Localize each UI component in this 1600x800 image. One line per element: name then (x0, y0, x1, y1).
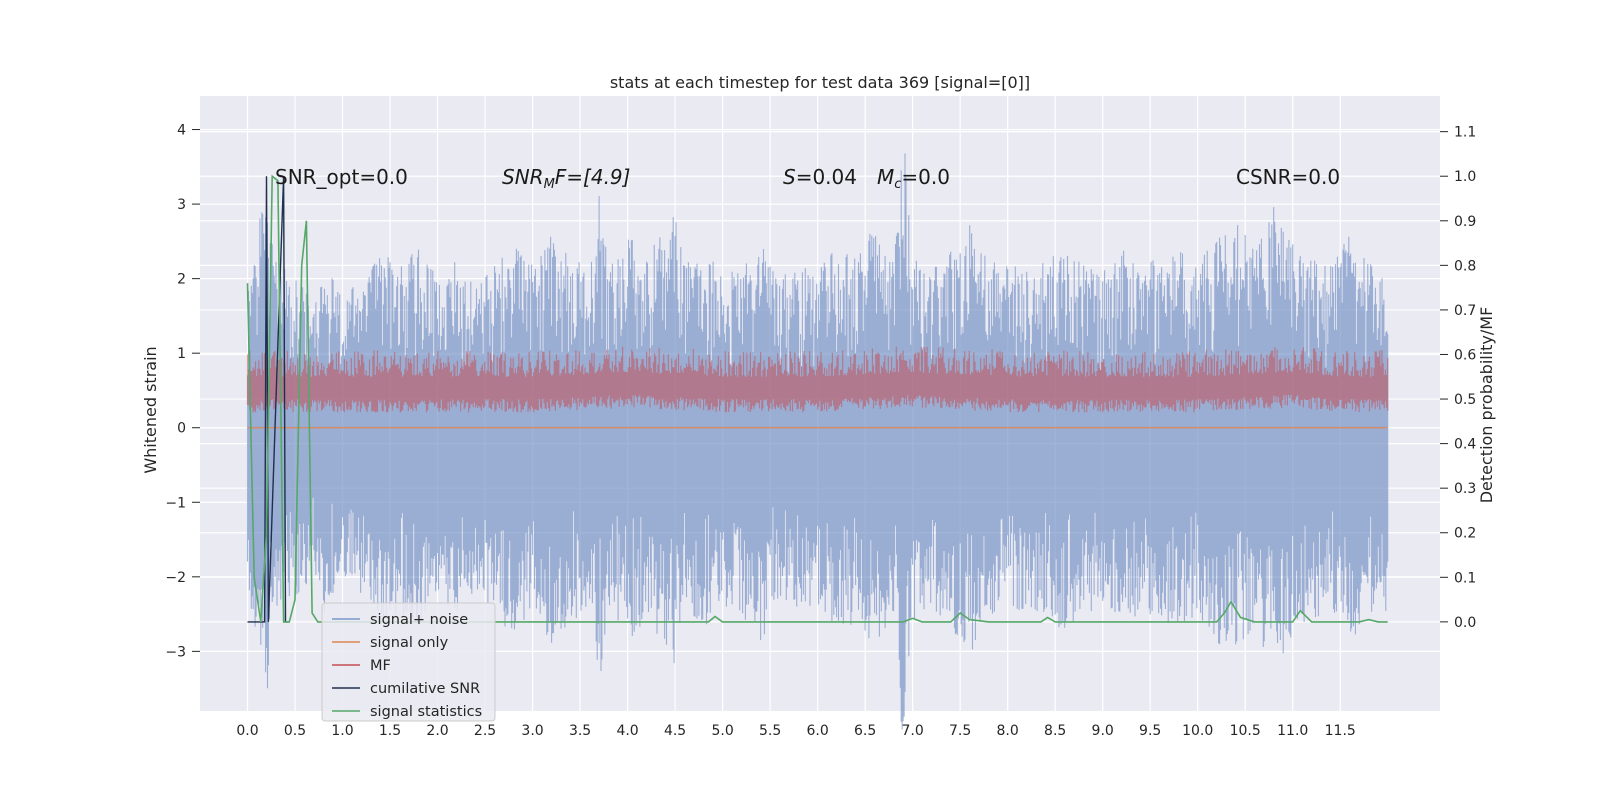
annotation-snr-mf-sub: M (544, 177, 555, 192)
legend-label: signal statistics (370, 704, 482, 720)
annotation-snr-opt: SNR_opt=0.0 (275, 165, 408, 189)
legend: signal+ noise signal only MF cumilative SNR… (321, 602, 496, 722)
x-tick-label: 11.0 (1277, 723, 1308, 739)
legend-item-cumilative-snr: cumilative SNR (332, 681, 480, 697)
x-tick-label: 4.0 (616, 723, 638, 739)
x-tick-label: 1.5 (379, 723, 401, 739)
annotation-mc-label: M (877, 165, 894, 189)
y-tick-label: −3 (165, 644, 186, 660)
x-tick-label: 5.5 (759, 723, 781, 739)
x-tick-label: 1.0 (331, 723, 353, 739)
chart-title: stats at each timestep for test data 369… (610, 73, 1030, 92)
ticks-layer: 0.0 0.5 1.0 1.5 2.0 2.5 3.0 3.5 4.0 4.5 5.0 5.5 6.0 6… (165, 123, 1476, 739)
y2-tick-label: 0.3 (1454, 481, 1476, 497)
annotation-mc: Mc=0.0 (877, 165, 950, 192)
x-tick-label: 0.0 (236, 723, 258, 739)
y-tick-label: 3 (177, 197, 186, 213)
x-tick-label: 5.0 (711, 723, 733, 739)
legend-item-signal-noise: signal+ noise (332, 612, 468, 628)
y2-tick-label: 0.5 (1454, 392, 1476, 408)
y2-tick-label: 0.0 (1454, 615, 1476, 631)
y-tick-label: 2 (177, 272, 186, 288)
y-tick-label: −1 (165, 495, 186, 511)
x-tick-label: 7.0 (902, 723, 924, 739)
y-tick-label: 0 (177, 421, 186, 437)
annotation-s-label: S (783, 165, 796, 189)
x-tick-label: 3.0 (521, 723, 543, 739)
annotation-snr-mf-prefix: SNR (502, 165, 544, 189)
legend-label: signal+ noise (370, 612, 468, 628)
x-tick-label: 0.5 (284, 723, 306, 739)
y2-tick-label: 0.9 (1454, 214, 1476, 230)
y-axis-label: Whitened strain (141, 346, 160, 473)
series-mf (246, 346, 1389, 413)
annotation-snr-mf-suffix: F=[4.9] (555, 165, 631, 189)
x-tick-label: 6.5 (854, 723, 876, 739)
series-signal-statistics (246, 174, 1388, 623)
legend-label: MF (370, 658, 391, 674)
x-tick-label: 9.0 (1092, 723, 1114, 739)
y2-tick-label: 0.8 (1454, 258, 1476, 274)
y2-tick-label: 0.2 (1454, 526, 1476, 542)
annotation-mc-sub: c (894, 177, 901, 192)
legend-label: cumilative SNR (370, 681, 480, 697)
y2-tick-label: 0.7 (1454, 303, 1476, 319)
y2-tick-label: 0.1 (1454, 570, 1476, 586)
x-tick-label: 2.5 (474, 723, 496, 739)
y2-tick-label: 1.0 (1454, 169, 1476, 185)
x-tick-label: 9.5 (1139, 723, 1161, 739)
legend-item-mf: MF (332, 658, 391, 674)
series-line (246, 346, 1389, 413)
annotation-s-value: =0.04 (796, 165, 857, 189)
annotation-csnr: CSNR=0.0 (1236, 165, 1340, 189)
annotation-snr-mf: SNRMF=[4.9] (502, 165, 630, 192)
y2-axis-label: Detection probability/MF (1477, 307, 1496, 504)
x-tick-label: 8.0 (997, 723, 1019, 739)
x-tick-label: 7.5 (949, 723, 971, 739)
x-tick-label: 11.5 (1325, 723, 1356, 739)
legend-label: signal only (370, 635, 449, 651)
x-tick-label: 6.0 (806, 723, 828, 739)
legend-box (321, 602, 496, 722)
x-tick-label: 3.5 (569, 723, 591, 739)
y-tick-label: −2 (165, 570, 186, 586)
x-tick-label: 10.5 (1230, 723, 1261, 739)
x-tick-label: 10.0 (1182, 723, 1213, 739)
annotation-mc-value: =0.0 (901, 165, 950, 189)
y-tick-label: 1 (177, 346, 186, 362)
series-layer (246, 153, 1389, 730)
y2-tick-label: 1.1 (1454, 125, 1476, 141)
x-tick-label: 4.5 (664, 723, 686, 739)
y2-tick-label: 0.4 (1454, 437, 1476, 453)
y2-tick-label: 0.6 (1454, 347, 1476, 363)
annotation-s: S=0.04 (783, 165, 857, 189)
legend-item-signal-statistics: signal statistics (332, 704, 482, 720)
series-line (246, 174, 1388, 623)
legend-item-signal-only: signal only (332, 635, 449, 651)
x-tick-label: 8.5 (1044, 723, 1066, 739)
y-tick-label: 4 (177, 123, 186, 139)
x-tick-label: 2.0 (426, 723, 448, 739)
